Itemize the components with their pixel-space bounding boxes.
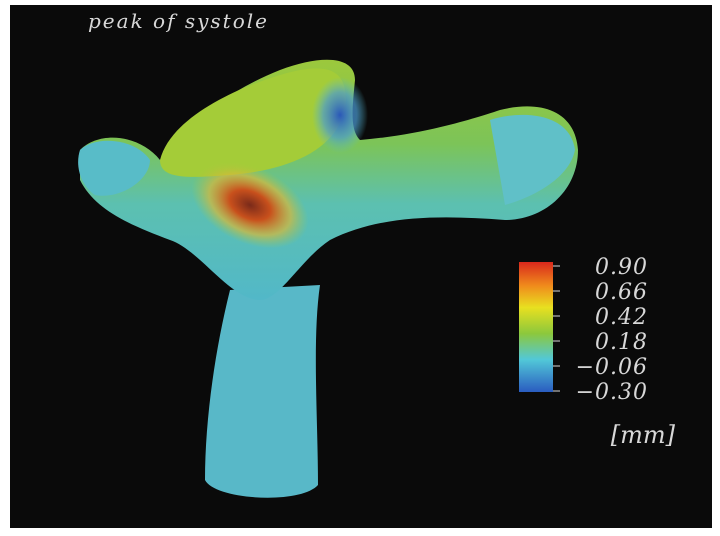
tick-label: 0.18	[595, 330, 648, 355]
tick-label: 0.42	[595, 305, 648, 330]
tick-label: −0.06	[576, 355, 648, 380]
tick-label: 0.90	[595, 255, 648, 280]
tick-label: 0.66	[595, 280, 648, 305]
tick-label: −0.30	[576, 380, 648, 405]
page: peak of systole 0.900.660.420.18−0.06−0.…	[0, 0, 720, 536]
figure: peak of systole 0.900.660.420.18−0.06−0.…	[0, 0, 720, 536]
unit-label: [mm]	[611, 421, 676, 449]
colorbar	[519, 262, 553, 392]
title: peak of systole	[88, 9, 269, 33]
